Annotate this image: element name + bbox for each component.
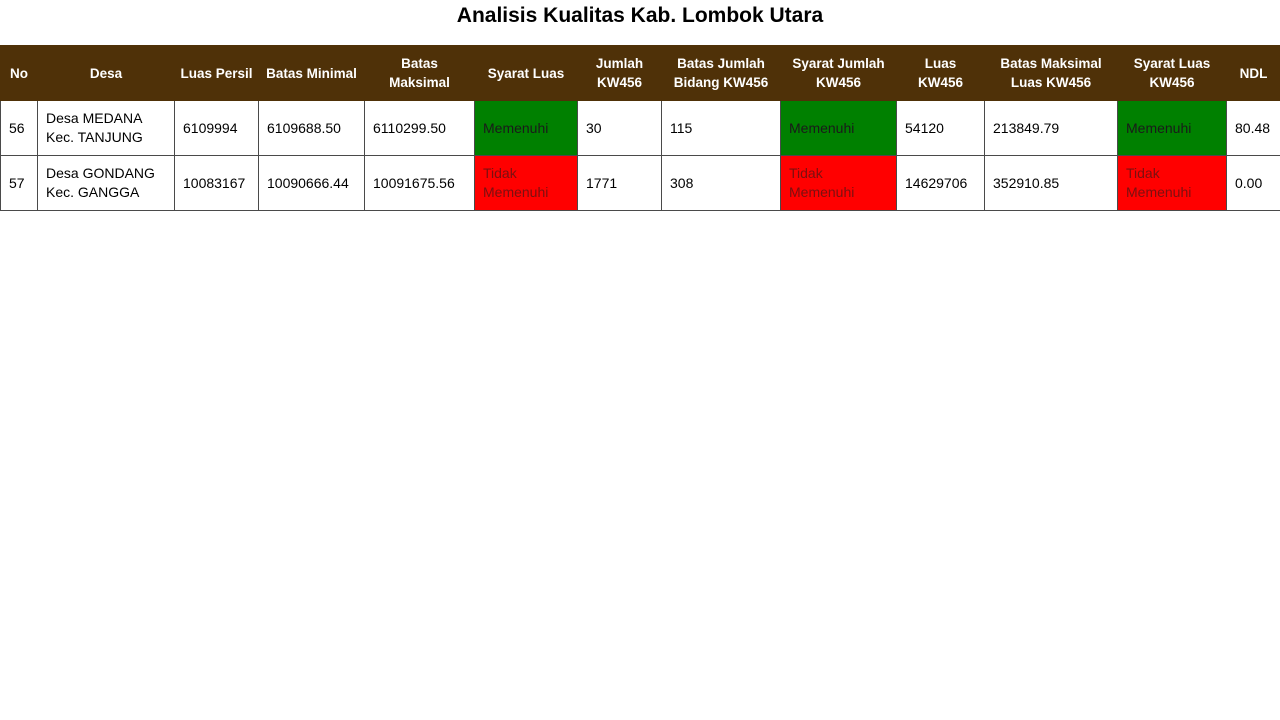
cell-luas-kw456: 54120 [896,100,985,156]
header-batas-minimal: Batas Minimal [258,45,365,101]
cell-batas-jumlah-bidang-kw456: 308 [661,155,781,211]
cell-batas-maksimal-luas-kw456: 213849.79 [984,100,1118,156]
header-batas-jumlah-bidang-kw456: Batas Jumlah Bidang KW456 [661,45,781,101]
header-batas-maksimal-luas-kw456: Batas Maksimal Luas KW456 [984,45,1118,101]
page-title: Analisis Kualitas Kab. Lombok Utara [456,4,824,27]
cell-desa: Desa GONDANG Kec. GANGGA [37,155,175,211]
table-row: 57 Desa GONDANG Kec. GANGGA 10083167 100… [0,155,1280,211]
header-luas-kw456: Luas KW456 [896,45,985,101]
table-header-row: No Desa Luas Persil Batas Minimal Batas … [0,45,1280,101]
cell-no: 56 [0,100,38,156]
header-syarat-luas: Syarat Luas [474,45,578,101]
cell-ndl: 80.48 [1226,100,1280,156]
header-syarat-luas-kw456: Syarat Luas KW456 [1117,45,1227,101]
table-row: 56 Desa MEDANA Kec. TANJUNG 6109994 6109… [0,100,1280,156]
cell-jumlah-kw456: 30 [577,100,662,156]
cell-syarat-jumlah-kw456: Memenuhi [780,100,897,156]
cell-batas-maksimal-luas-kw456: 352910.85 [984,155,1118,211]
cell-syarat-luas: Memenuhi [474,100,578,156]
cell-desa: Desa MEDANA Kec. TANJUNG [37,100,175,156]
cell-batas-minimal: 6109688.50 [258,100,365,156]
quality-analysis-table: No Desa Luas Persil Batas Minimal Batas … [0,45,1280,211]
header-jumlah-kw456: Jumlah KW456 [577,45,662,101]
header-luas-persil: Luas Persil [174,45,259,101]
cell-syarat-luas: Tidak Memenuhi [474,155,578,211]
cell-syarat-jumlah-kw456: Tidak Memenuhi [780,155,897,211]
cell-jumlah-kw456: 1771 [577,155,662,211]
cell-batas-maksimal: 10091675.56 [364,155,475,211]
cell-no: 57 [0,155,38,211]
cell-luas-persil: 6109994 [174,100,259,156]
cell-syarat-luas-kw456: Memenuhi [1117,100,1227,156]
cell-luas-persil: 10083167 [174,155,259,211]
header-syarat-jumlah-kw456: Syarat Jumlah KW456 [780,45,897,101]
header-desa: Desa [37,45,175,101]
header-ndl: NDL [1226,45,1280,101]
header-batas-maksimal: Batas Maksimal [364,45,475,101]
cell-batas-jumlah-bidang-kw456: 115 [661,100,781,156]
header-no: No [0,45,38,101]
cell-batas-maksimal: 6110299.50 [364,100,475,156]
cell-syarat-luas-kw456: Tidak Memenuhi [1117,155,1227,211]
cell-luas-kw456: 14629706 [896,155,985,211]
cell-batas-minimal: 10090666.44 [258,155,365,211]
cell-ndl: 0.00 [1226,155,1280,211]
